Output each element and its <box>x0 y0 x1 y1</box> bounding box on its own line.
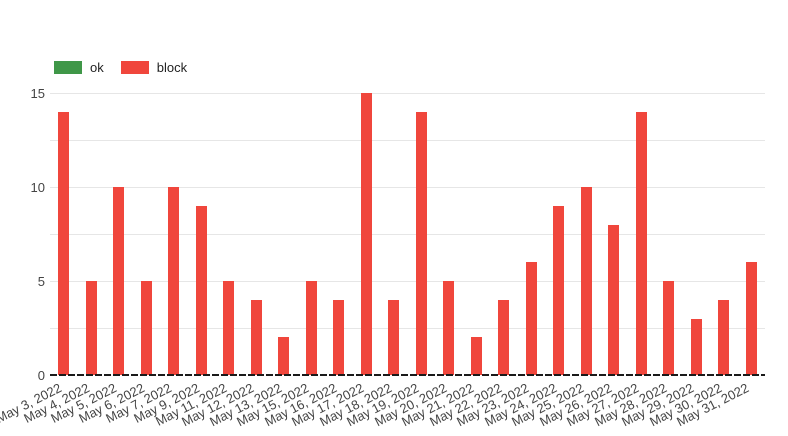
y-tick-label: 10 <box>30 180 45 195</box>
bar-block[interactable] <box>333 299 345 375</box>
bar-group <box>160 93 188 375</box>
gridline <box>50 187 765 188</box>
bar-block[interactable] <box>85 281 97 375</box>
legend-item-ok[interactable]: ok <box>54 60 104 75</box>
gridline <box>50 281 765 282</box>
bar-group <box>463 93 491 375</box>
bar-group <box>655 93 683 375</box>
x-axis-labels: May 3, 2022 May 4, 2022 May 5, 2022 May 6, … <box>0 378 765 436</box>
bar-block[interactable] <box>470 337 482 375</box>
bar-block[interactable] <box>58 111 70 375</box>
bar-block[interactable] <box>360 93 372 375</box>
bar-block[interactable] <box>663 281 675 375</box>
bar-group <box>270 93 298 375</box>
bar-group <box>518 93 546 375</box>
bar-block[interactable] <box>745 262 757 375</box>
bar-group <box>490 93 518 375</box>
bar-group <box>50 93 78 375</box>
bar-block[interactable] <box>690 318 702 375</box>
legend-label-ok: ok <box>90 60 104 75</box>
bar-group <box>738 93 766 375</box>
bar-block[interactable] <box>608 224 620 375</box>
bar-block[interactable] <box>168 187 180 375</box>
legend-label-block: block <box>156 60 188 75</box>
bar-block[interactable] <box>553 205 565 375</box>
bar-group <box>628 93 656 375</box>
y-tick-label: 5 <box>37 274 45 289</box>
bar-group <box>435 93 463 375</box>
bar-block[interactable] <box>223 281 235 375</box>
bar-block[interactable] <box>195 205 207 375</box>
bar-block[interactable] <box>415 111 427 375</box>
bar-group <box>188 93 216 375</box>
bar-block[interactable] <box>113 187 125 375</box>
x-axis-baseline <box>50 374 765 376</box>
legend: ok block <box>54 60 187 75</box>
bar-block[interactable] <box>250 299 262 375</box>
gridline <box>50 93 765 94</box>
bar-group <box>545 93 573 375</box>
bar-block[interactable] <box>718 299 730 375</box>
legend-swatch-ok-icon <box>54 61 82 74</box>
bar-block[interactable] <box>140 281 152 375</box>
bar-group <box>78 93 106 375</box>
legend-item-block[interactable]: block <box>120 60 188 75</box>
bar-group <box>325 93 353 375</box>
y-axis-labels: 0 5 10 15 <box>0 0 45 436</box>
bar-group <box>133 93 161 375</box>
legend-swatch-block-icon <box>120 61 149 74</box>
bar-block[interactable] <box>443 281 455 375</box>
bar-block[interactable] <box>498 299 510 375</box>
bar-block[interactable] <box>635 111 647 375</box>
bar-group <box>215 93 243 375</box>
bar-group <box>683 93 711 375</box>
bar-block[interactable] <box>525 262 537 375</box>
y-tick-label: 15 <box>30 86 45 101</box>
bar-group <box>710 93 738 375</box>
gridline <box>50 328 765 329</box>
bar-block[interactable] <box>580 187 592 375</box>
gridline <box>50 140 765 141</box>
bar-group <box>105 93 133 375</box>
y-tick-label: 0 <box>37 368 45 383</box>
bar-block[interactable] <box>305 281 317 375</box>
bar-group <box>353 93 381 375</box>
bar-group <box>573 93 601 375</box>
bar-group <box>298 93 326 375</box>
bars <box>50 93 765 375</box>
bar-group <box>243 93 271 375</box>
bar-block[interactable] <box>388 299 400 375</box>
gridline <box>50 234 765 235</box>
bar-block[interactable] <box>278 337 290 375</box>
bar-group <box>380 93 408 375</box>
plot-area <box>50 93 765 376</box>
bar-group <box>600 93 628 375</box>
bar-group <box>408 93 436 375</box>
